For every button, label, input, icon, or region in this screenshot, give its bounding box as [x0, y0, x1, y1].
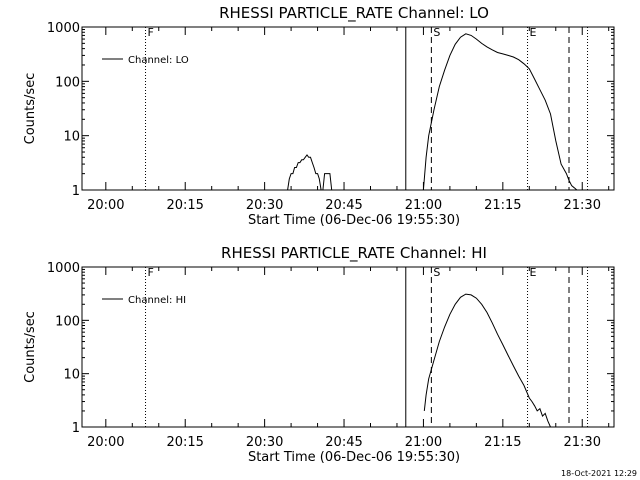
x-tick-label: 20:15 [166, 198, 203, 213]
y-tick-label: 1 [72, 184, 80, 199]
x-axis-label: Start Time (06-Dec-06 19:55:30) [248, 213, 460, 228]
y-tick-label: 100 [55, 314, 80, 329]
y-axis-label: Counts/sec [23, 311, 38, 383]
y-tick-label: 10 [63, 130, 80, 145]
legend-label: Channel: LO [128, 55, 189, 66]
x-tick-label: 20:15 [166, 435, 203, 450]
timestamp: 18-Oct-2021 12:29 [561, 469, 637, 478]
y-tick-label: 10 [63, 368, 80, 383]
x-tick-label: 20:00 [87, 435, 124, 450]
panel-lo: RHESSI PARTICLE_RATE Channel: LO 1 10 100 10… [23, 4, 615, 228]
x-tick-label: 21:30 [564, 435, 601, 450]
x-tick-label: 20:00 [87, 198, 124, 213]
panel-hi: RHESSI PARTICLE_RATE Channel: HI 1 10 100 10… [23, 244, 615, 465]
y-tick-label: 1000 [47, 261, 80, 276]
x-tick-label: 21:00 [405, 435, 442, 450]
x-tick-label: 20:30 [246, 198, 283, 213]
marker-label: E [530, 26, 537, 39]
series-line [287, 154, 322, 191]
x-tick-label: 20:45 [325, 198, 362, 213]
x-axis-label: Start Time (06-Dec-06 19:55:30) [248, 450, 460, 465]
plot-frame [81, 266, 615, 428]
series-line [322, 173, 333, 191]
legend-label: Channel: HI [128, 295, 186, 306]
x-tick-label: 20:45 [325, 435, 362, 450]
marker-label: F [148, 26, 154, 39]
series-line [423, 293, 551, 428]
chart-title: RHESSI PARTICLE_RATE Channel: LO [219, 4, 489, 23]
chart-title: RHESSI PARTICLE_RATE Channel: HI [221, 244, 487, 263]
x-tick-label: 21:15 [484, 435, 521, 450]
x-tick-label: 21:00 [405, 198, 442, 213]
x-tick-label: 20:30 [246, 435, 283, 450]
y-tick-label: 100 [55, 75, 80, 90]
x-tick-label: 21:30 [564, 198, 601, 213]
x-tick-label: 21:15 [484, 198, 521, 213]
y-tick-label: 1000 [47, 21, 80, 36]
marker-label: S [433, 26, 440, 39]
plot-frame [81, 26, 615, 191]
marker-label: F [148, 266, 154, 279]
y-tick-label: 1 [72, 421, 80, 436]
series-line [422, 33, 578, 191]
marker-label: E [530, 266, 537, 279]
marker-label: S [433, 266, 440, 279]
y-axis-label: Counts/sec [23, 73, 38, 145]
